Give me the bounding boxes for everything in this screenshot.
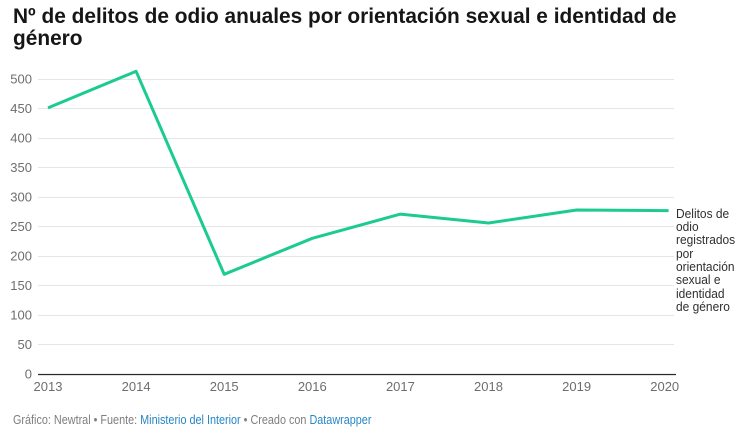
svg-text:250: 250 (10, 219, 32, 234)
svg-text:400: 400 (10, 131, 32, 146)
svg-text:2015: 2015 (210, 379, 239, 394)
svg-text:500: 500 (10, 72, 32, 87)
svg-text:2019: 2019 (562, 379, 591, 394)
svg-text:50: 50 (18, 337, 32, 352)
svg-text:2013: 2013 (34, 379, 63, 394)
svg-text:200: 200 (10, 249, 32, 264)
svg-text:2017: 2017 (386, 379, 415, 394)
svg-text:2016: 2016 (298, 379, 327, 394)
svg-text:2020: 2020 (650, 379, 679, 394)
svg-text:350: 350 (10, 160, 32, 175)
svg-text:2018: 2018 (474, 379, 503, 394)
svg-text:450: 450 (10, 101, 32, 116)
svg-text:300: 300 (10, 190, 32, 205)
svg-text:0: 0 (25, 367, 32, 382)
svg-text:150: 150 (10, 278, 32, 293)
svg-text:2014: 2014 (122, 379, 151, 394)
svg-text:100: 100 (10, 308, 32, 323)
